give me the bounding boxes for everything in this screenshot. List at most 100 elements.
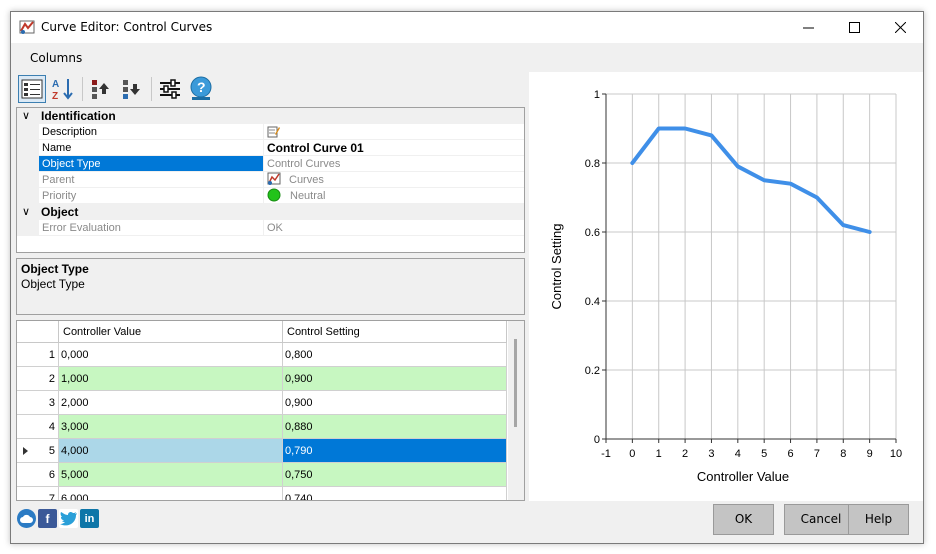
table-row[interactable]: 2 1,000 0,900	[17, 367, 507, 391]
help-dialog-button[interactable]: Help	[848, 504, 909, 535]
priority-value: Neutral	[290, 190, 326, 202]
row-number[interactable]: 4	[17, 415, 59, 439]
maximize-button[interactable]	[831, 12, 877, 43]
category-object[interactable]: ∨ Object	[17, 204, 524, 220]
dialog-button-bar: f in OK Cancel Help	[11, 501, 923, 543]
edit-note-icon[interactable]	[267, 125, 280, 138]
column-header-controller-value[interactable]: Controller Value	[59, 321, 283, 343]
curve-editor-app-icon	[19, 20, 35, 34]
property-row-error-evaluation[interactable]: Error Evaluation OK	[17, 220, 524, 236]
property-value[interactable]	[263, 124, 524, 140]
minimize-icon	[802, 27, 814, 29]
controller-value-cell[interactable]: 5,000	[59, 463, 283, 487]
row-number[interactable]: 6	[17, 463, 59, 487]
curve-points-table: Controller Value Control Setting 1 0,000…	[16, 320, 525, 501]
property-row-parent[interactable]: Parent Curves	[17, 172, 524, 188]
green-status-icon	[267, 188, 281, 202]
property-value[interactable]: Control Curve 01	[263, 140, 524, 156]
help-button[interactable]: ?	[187, 75, 215, 103]
linkedin-icon[interactable]: in	[80, 509, 99, 528]
y-axis-label: Control Setting	[549, 224, 564, 310]
move-down-icon	[123, 80, 140, 99]
x-tick-label: 0	[629, 448, 635, 460]
table-row[interactable]: 7 6,000 0,740	[17, 487, 507, 500]
settings-button[interactable]	[156, 75, 184, 103]
close-button[interactable]	[877, 12, 923, 43]
chevron-down-icon[interactable]: ∨	[22, 206, 31, 218]
move-up-button[interactable]	[87, 75, 115, 103]
categorized-button[interactable]	[18, 75, 46, 103]
curve-editor-window: Curve Editor: Control Curves Columns A	[10, 11, 924, 544]
property-name: Priority	[39, 188, 263, 204]
minimize-button[interactable]	[785, 12, 831, 43]
column-header-control-setting[interactable]: Control Setting	[283, 321, 507, 343]
x-tick-label: 2	[682, 448, 688, 460]
category-label: Identification	[41, 109, 116, 123]
controller-value-cell[interactable]: 3,000	[59, 415, 283, 439]
help-icon: ?	[190, 76, 212, 100]
menu-columns[interactable]: Columns	[30, 51, 83, 65]
property-grid: ∨ Identification Description Name Contro…	[16, 107, 525, 253]
row-number[interactable]: 2	[17, 367, 59, 391]
control-setting-cell[interactable]: 0,800	[283, 343, 507, 367]
row-number[interactable]: 3	[17, 391, 59, 415]
control-setting-cell[interactable]: 0,790	[283, 439, 507, 463]
table-header: Controller Value Control Setting	[17, 321, 507, 343]
row-number[interactable]: 7	[17, 487, 59, 500]
controller-value-cell[interactable]: 6,000	[59, 487, 283, 500]
toolbar-separator	[151, 77, 152, 101]
property-value[interactable]: Neutral	[263, 188, 524, 204]
cancel-button[interactable]: Cancel	[784, 504, 858, 535]
table-row-selected[interactable]: 5 4,000 0,790	[17, 439, 507, 463]
scrollbar-thumb[interactable]	[514, 339, 517, 427]
x-tick-label: 1	[656, 448, 662, 460]
svg-text:A: A	[52, 79, 59, 90]
svg-text:Z: Z	[52, 91, 58, 101]
control-setting-cell[interactable]: 0,900	[283, 391, 507, 415]
cloud-icon	[20, 514, 33, 523]
row-number[interactable]: 1	[17, 343, 59, 367]
chevron-down-icon[interactable]: ∨	[22, 110, 31, 122]
table-row[interactable]: 1 0,000 0,800	[17, 343, 507, 367]
community-icon[interactable]	[17, 509, 36, 528]
control-setting-cell[interactable]: 0,740	[283, 487, 507, 500]
facebook-icon[interactable]: f	[38, 509, 57, 528]
twitter-icon[interactable]	[59, 509, 78, 528]
social-links: f in	[17, 509, 99, 528]
row-number[interactable]: 5	[17, 439, 59, 463]
property-name: Name	[39, 140, 263, 156]
table-row[interactable]: 3 2,000 0,900	[17, 391, 507, 415]
table-row[interactable]: 6 5,000 0,750	[17, 463, 507, 487]
property-row-name[interactable]: Name Control Curve 01	[17, 140, 524, 156]
property-value[interactable]: Curves	[263, 172, 524, 188]
control-setting-cell[interactable]: 0,900	[283, 367, 507, 391]
property-row-description[interactable]: Description	[17, 124, 524, 140]
table-row[interactable]: 4 3,000 0,880	[17, 415, 507, 439]
property-name: Description	[39, 124, 263, 140]
control-setting-cell[interactable]: 0,750	[283, 463, 507, 487]
property-toolbar: A Z	[16, 72, 230, 106]
category-identification[interactable]: ∨ Identification	[17, 108, 524, 124]
sort-az-button[interactable]: A Z	[49, 75, 77, 103]
table-vertical-scrollbar[interactable]	[508, 321, 524, 500]
property-name: Parent	[39, 172, 263, 188]
x-tick-label: 10	[890, 448, 902, 460]
y-tick-label: 0.6	[585, 227, 600, 239]
property-value[interactable]: OK	[263, 220, 524, 236]
sort-az-icon: A Z	[52, 79, 73, 101]
controller-value-cell[interactable]: 0,000	[59, 343, 283, 367]
x-tick-label: 8	[840, 448, 846, 460]
property-value[interactable]: Control Curves	[263, 156, 524, 172]
ok-button[interactable]: OK	[713, 504, 774, 535]
controller-value-cell[interactable]: 1,000	[59, 367, 283, 391]
property-row-priority[interactable]: Priority Neutral	[17, 188, 524, 204]
y-tick-label: 0.4	[585, 296, 600, 308]
y-tick-label: 0.8	[585, 158, 600, 170]
property-row-object-type[interactable]: Object Type Control Curves	[17, 156, 524, 172]
move-down-button[interactable]	[118, 75, 146, 103]
x-tick-label: 7	[814, 448, 820, 460]
categorized-icon	[21, 79, 43, 99]
controller-value-cell[interactable]: 4,000	[59, 439, 283, 463]
control-setting-cell[interactable]: 0,880	[283, 415, 507, 439]
controller-value-cell[interactable]: 2,000	[59, 391, 283, 415]
